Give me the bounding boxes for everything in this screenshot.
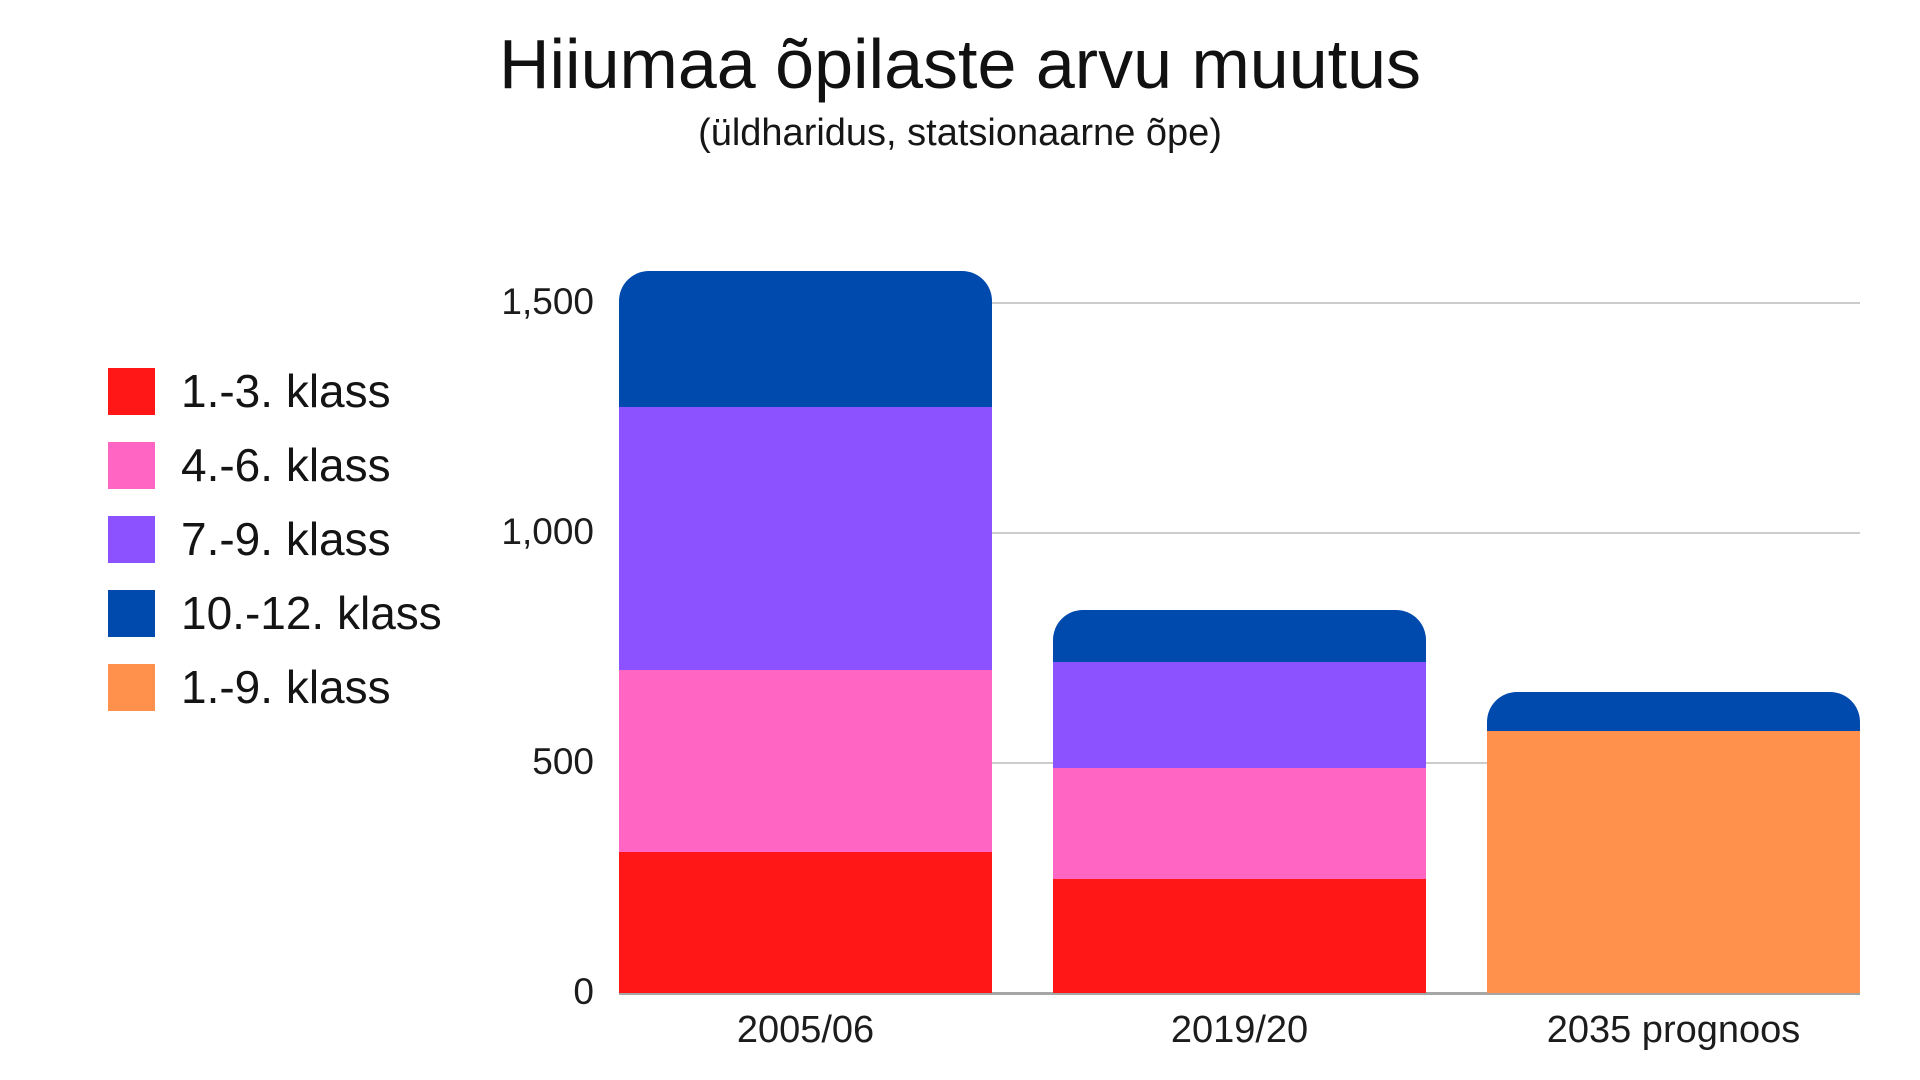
legend-label: 7.-9. klass (181, 513, 391, 565)
bar-segment-4-6-klass (1053, 768, 1426, 879)
y-axis-tick-label: 500 (532, 741, 594, 782)
y-axis-tick-label: 1,000 (501, 511, 594, 552)
chart-title: Hiiumaa õpilaste arvu muutus (498, 25, 1422, 103)
legend-label: 4.-6. klass (181, 439, 391, 491)
bar-segment-7-9-klass (1053, 662, 1426, 769)
legend-swatch-4-6-klass (108, 442, 155, 489)
gridline (619, 302, 1860, 304)
x-axis-line (619, 992, 1860, 995)
chart-subtitle: (üldharidus, statsionaarne õpe) (698, 112, 1222, 154)
legend: 1.-3. klass 4.-6. klass 7.-9. klass 10.-12.… (108, 368, 442, 711)
x-axis-label: 2019/20 (1170, 1009, 1309, 1051)
bar-segment-4-6-klass (619, 670, 992, 853)
bar-segment-10-12-klass (619, 270, 992, 407)
legend-swatch-7-9-klass (108, 516, 155, 563)
x-axis-label: 2005/06 (736, 1009, 875, 1051)
bar-segment-1-9-klass (1487, 730, 1860, 993)
legend-item: 1.-3. klass (108, 368, 442, 415)
bar-segment-10-12-klass (1053, 610, 1426, 663)
legend-item: 7.-9. klass (108, 516, 442, 563)
legend-label: 1.-9. klass (181, 661, 391, 713)
legend-label: 10.-12. klass (181, 587, 442, 639)
legend-item: 10.-12. klass (108, 590, 442, 637)
legend-swatch-1-3-klass (108, 368, 155, 415)
legend-label: 1.-3. klass (181, 365, 391, 417)
y-axis-tick-label: 0 (573, 971, 594, 1012)
bar-segment-1-3-klass (1053, 878, 1426, 993)
bar-segment-1-3-klass (619, 852, 992, 993)
legend-item: 4.-6. klass (108, 442, 442, 489)
gridline (619, 532, 1860, 534)
y-axis-tick-label: 1,500 (501, 281, 594, 322)
bar-segment-10-12-klass (1487, 691, 1860, 731)
legend-swatch-1-9-klass (108, 664, 155, 711)
bar-segment-7-9-klass (619, 406, 992, 671)
legend-item: 1.-9. klass (108, 664, 442, 711)
legend-swatch-10-12-klass (108, 590, 155, 637)
x-axis-label: 2035 prognoos (1546, 1009, 1801, 1051)
